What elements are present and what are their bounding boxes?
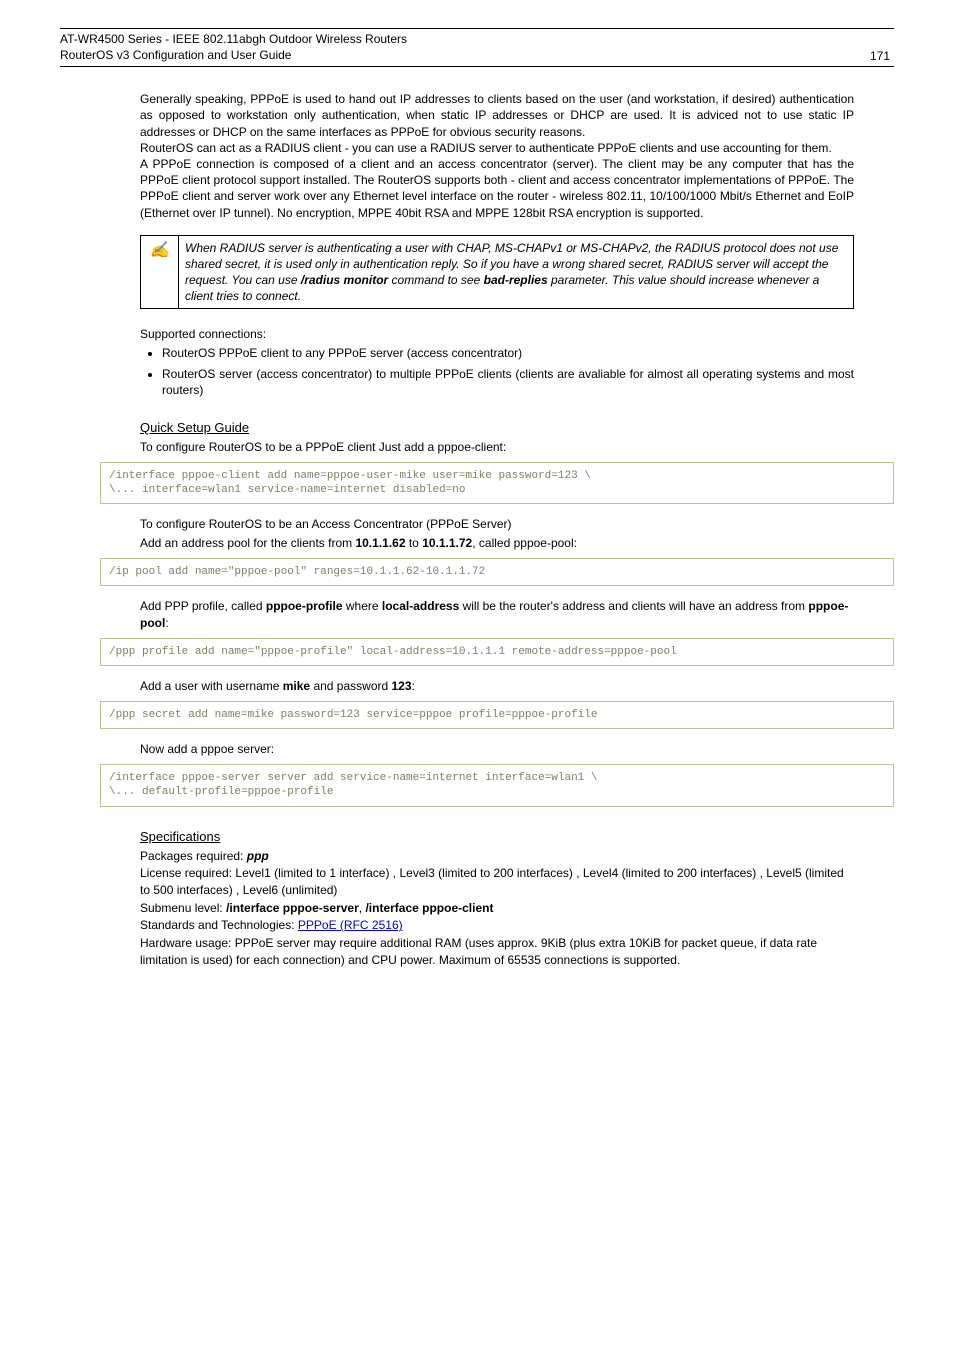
specs-body: Packages required: ppp License required:…: [140, 848, 854, 970]
doc-title-block: AT-WR4500 Series - IEEE 802.11abgh Outdo…: [60, 32, 407, 63]
intro-p2: RouterOS can act as a RADIUS client - yo…: [140, 141, 832, 155]
code-block: /ppp secret add name=mike password=123 s…: [100, 701, 894, 729]
qs-line4: Add a user with username mike and passwo…: [140, 678, 854, 695]
qs-line2b: Add an address pool for the clients from…: [140, 535, 854, 552]
specs-hw: Hardware usage: PPPoE server may require…: [140, 936, 817, 967]
doc-title-line1: AT-WR4500 Series - IEEE 802.11abgh Outdo…: [60, 32, 407, 48]
code-block: /interface pppoe-server server add servi…: [100, 764, 894, 807]
list-item: RouterOS server (access concentrator) to…: [162, 366, 854, 398]
qs-line3: Add PPP profile, called pppoe-profile wh…: [140, 598, 854, 632]
code-block: /ppp profile add name="pppoe-profile" lo…: [100, 638, 894, 666]
list-item: RouterOS PPPoE client to any PPPoE serve…: [162, 345, 854, 361]
supported-lead: Supported connections:: [140, 327, 854, 341]
intro-text: Generally speaking, PPPoE is used to han…: [140, 91, 854, 221]
qs-line5: Now add a pppoe server:: [140, 741, 854, 758]
qs-line1: To configure RouterOS to be a PPPoE clie…: [140, 439, 854, 456]
note-text: When RADIUS server is authenticating a u…: [179, 235, 854, 309]
specs-heading: Specifications: [140, 829, 854, 844]
note-box: ✍ When RADIUS server is authenticating a…: [140, 235, 854, 310]
supported-list: RouterOS PPPoE client to any PPPoE serve…: [140, 345, 854, 398]
quick-setup-heading: Quick Setup Guide: [140, 420, 854, 435]
intro-p3: A PPPoE connection is composed of a clie…: [140, 157, 854, 220]
note-icon: ✍: [141, 235, 179, 309]
doc-title-line2: RouterOS v3 Configuration and User Guide: [60, 48, 407, 64]
page-number: 171: [870, 49, 894, 63]
page-header: AT-WR4500 Series - IEEE 802.11abgh Outdo…: [60, 28, 894, 67]
intro-p1: Generally speaking, PPPoE is used to han…: [140, 92, 854, 138]
rfc-link[interactable]: PPPoE (RFC 2516): [298, 918, 403, 932]
qs-line2a: To configure RouterOS to be an Access Co…: [140, 516, 854, 533]
code-block: /ip pool add name="pppoe-pool" ranges=10…: [100, 558, 894, 586]
specs-license: License required: Level1 (limited to 1 i…: [140, 866, 844, 897]
code-block: /interface pppoe-client add name=pppoe-u…: [100, 462, 894, 505]
